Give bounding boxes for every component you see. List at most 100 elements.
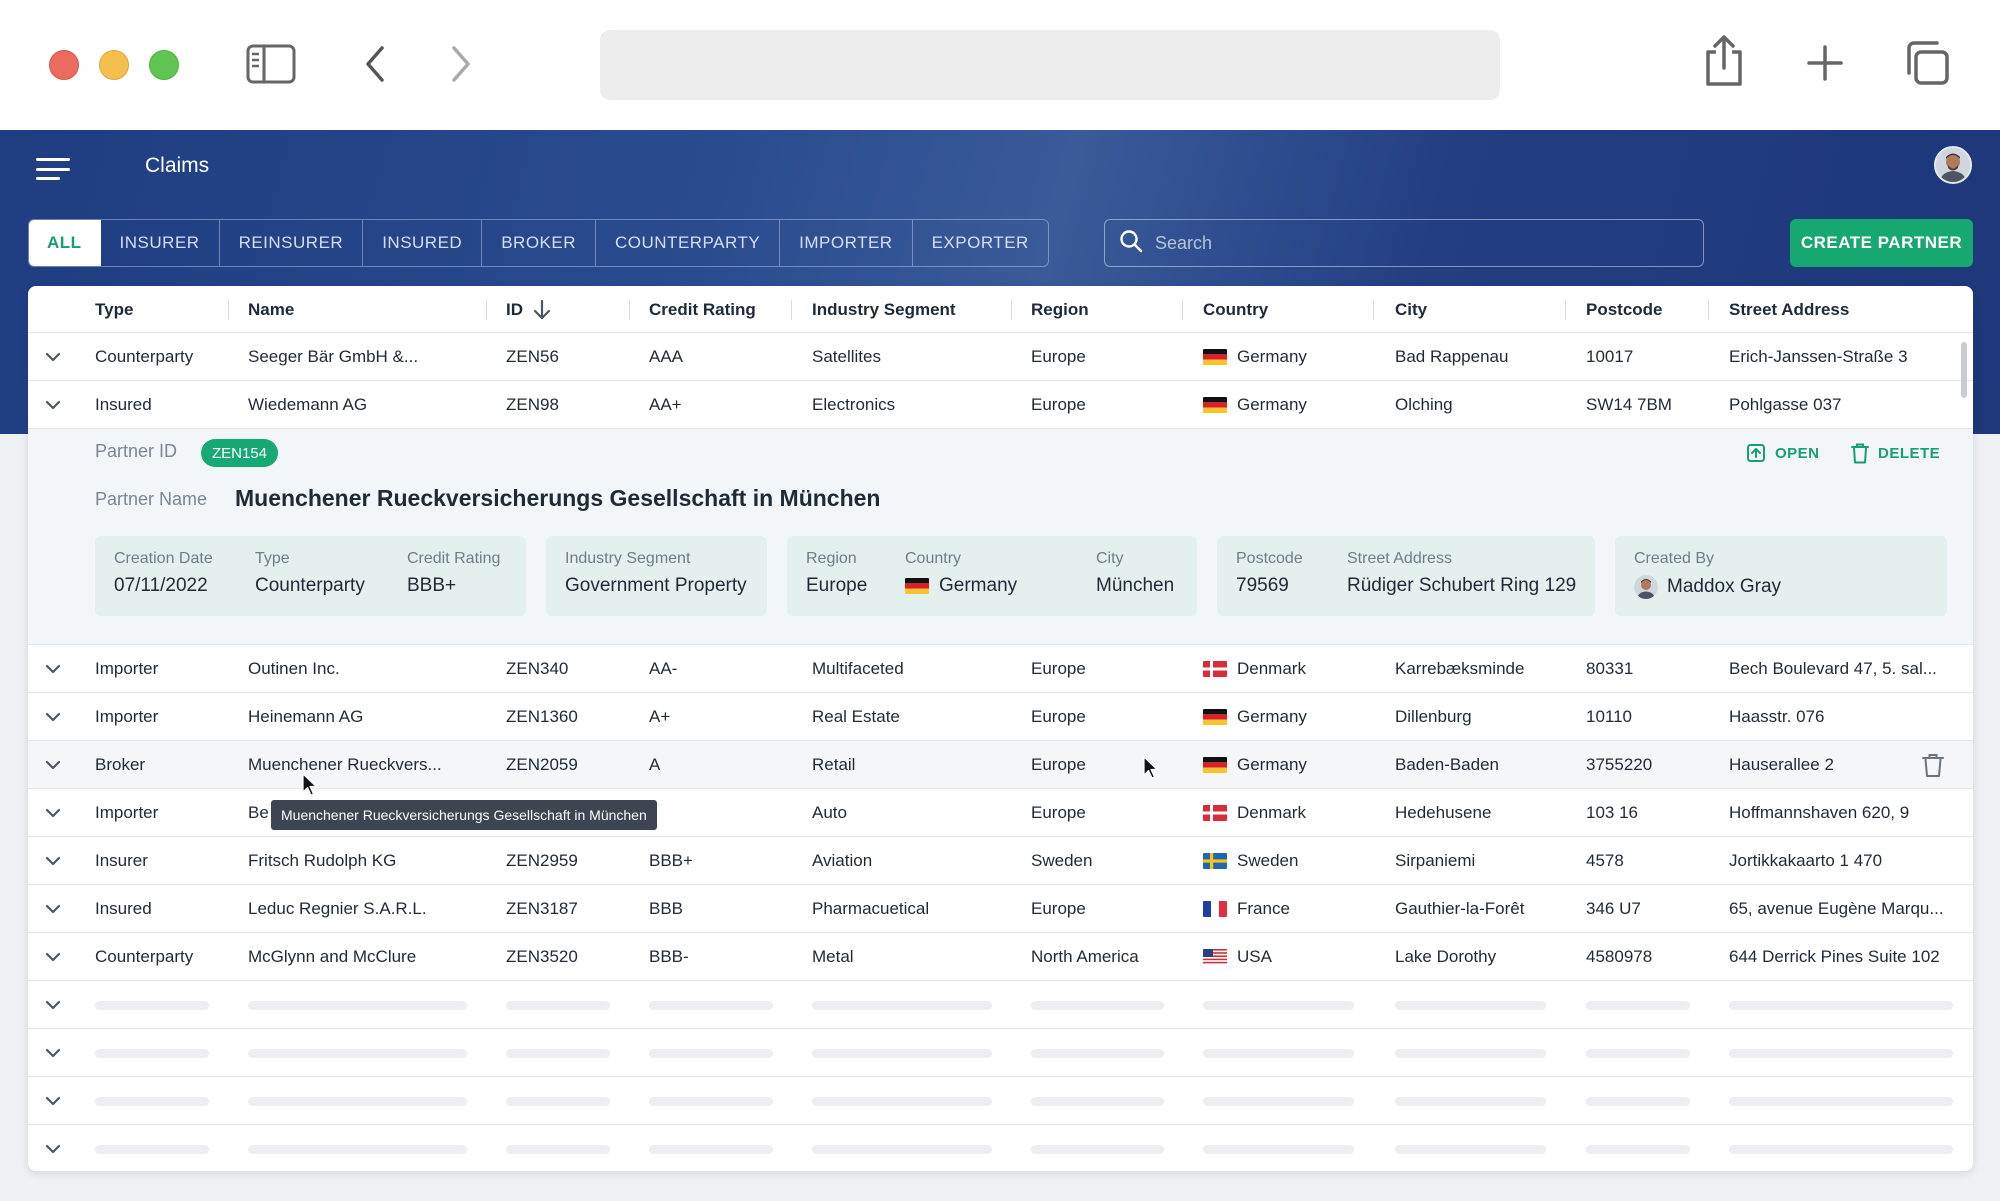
tab-all[interactable]: ALL bbox=[29, 220, 101, 266]
tab-insured[interactable]: INSURED bbox=[363, 220, 483, 266]
column-header-postcode[interactable]: Postcode bbox=[1586, 299, 1663, 319]
column-header-city[interactable]: City bbox=[1395, 299, 1428, 319]
tab-insurer[interactable]: INSURER bbox=[101, 220, 220, 266]
skeleton-bar bbox=[1586, 1049, 1690, 1058]
column-header-region[interactable]: Region bbox=[1031, 299, 1089, 319]
column-divider bbox=[1182, 300, 1183, 320]
cell-name: Muenchener Rueckvers... bbox=[248, 754, 442, 774]
sort-descending-icon[interactable] bbox=[532, 299, 552, 321]
open-partner-button[interactable]: OPEN bbox=[1746, 441, 1820, 465]
table-row[interactable]: Importer Heinemann AG ZEN1360 A+ Real Es… bbox=[28, 693, 1973, 741]
cell-type: Insurer bbox=[95, 850, 148, 870]
hamburger-menu-icon[interactable] bbox=[36, 152, 70, 186]
cell-postcode: 4580978 bbox=[1586, 946, 1653, 966]
column-header-industry-segment[interactable]: Industry Segment bbox=[812, 299, 956, 319]
skeleton-bar bbox=[506, 1049, 610, 1058]
column-divider bbox=[1373, 300, 1374, 320]
column-header-country[interactable]: Country bbox=[1203, 299, 1269, 319]
chevron-down-icon[interactable] bbox=[40, 752, 66, 778]
cell-credit-rating: BBB+ bbox=[649, 850, 693, 870]
tab-exporter[interactable]: EXPORTER bbox=[931, 233, 1029, 252]
column-header-name[interactable]: Name bbox=[248, 299, 295, 319]
table-row[interactable]: Insured Wiedemann AG ZEN98 AA+ Electroni… bbox=[28, 381, 1973, 429]
table-row[interactable]: Insurer Fritsch Rudolph KG ZEN2959 BBB+ … bbox=[28, 837, 1973, 885]
close-window-button[interactable] bbox=[49, 50, 79, 80]
cell-name: Leduc Regnier S.A.R.L. bbox=[248, 898, 427, 918]
minimize-window-button[interactable] bbox=[99, 50, 129, 80]
table-row[interactable]: Importer Outinen Inc. ZEN340 AA- Multifa… bbox=[28, 645, 1973, 693]
cell-region: Europe bbox=[1031, 898, 1086, 918]
type-value: Counterparty bbox=[255, 575, 365, 596]
chevron-down-icon[interactable] bbox=[40, 704, 66, 730]
create-partner-button[interactable]: CREATE PARTNER bbox=[1790, 219, 1973, 267]
tab-importer[interactable]: IMPORTER bbox=[780, 220, 913, 266]
tab-reinsurer[interactable]: REINSURER bbox=[220, 220, 364, 266]
cell-industry-segment: Metal bbox=[812, 946, 854, 966]
maximize-window-button[interactable] bbox=[149, 50, 179, 80]
creation-date-label: Creation Date bbox=[114, 550, 213, 567]
forward-icon[interactable] bbox=[446, 44, 476, 84]
tab-counterparty[interactable]: COUNTERPARTY bbox=[596, 220, 781, 266]
table-row[interactable]: Insured Leduc Regnier S.A.R.L. ZEN3187 B… bbox=[28, 885, 1973, 933]
column-header-id[interactable]: ID bbox=[506, 286, 552, 333]
column-header-id-label: ID bbox=[506, 299, 523, 319]
delete-partner-button[interactable]: DELETE bbox=[1851, 441, 1940, 465]
column-divider bbox=[629, 300, 630, 320]
partner-name: Muenchener Rueckversicherungs Gesellscha… bbox=[235, 485, 881, 511]
chevron-down-icon[interactable] bbox=[40, 1088, 66, 1114]
chevron-down-icon[interactable] bbox=[40, 992, 66, 1018]
chevron-down-icon[interactable] bbox=[40, 944, 66, 970]
new-tab-icon[interactable] bbox=[1806, 44, 1844, 82]
skeleton-bar bbox=[1203, 1049, 1354, 1058]
created-by-value: Maddox Gray bbox=[1634, 575, 1781, 599]
table-row[interactable]: Broker Muenchener Rueckvers... ZEN2059 A… bbox=[28, 741, 1973, 789]
cell-credit-rating: BBB bbox=[649, 898, 684, 918]
column-header-credit-rating[interactable]: Credit Rating bbox=[649, 299, 756, 319]
cell-street-address: Jortikkakaarto 1 470 bbox=[1729, 850, 1883, 870]
chevron-down-icon[interactable] bbox=[40, 800, 66, 826]
column-header-type[interactable]: Type bbox=[95, 299, 134, 319]
street-address-label: Street Address bbox=[1347, 550, 1452, 567]
page-title: Claims bbox=[145, 154, 210, 177]
column-header-street-address[interactable]: Street Address bbox=[1729, 299, 1850, 319]
skeleton-bar bbox=[1395, 1145, 1546, 1154]
table-scrollbar[interactable] bbox=[1961, 342, 1967, 398]
cell-name: Wiedemann AG bbox=[248, 394, 368, 414]
delete-row-icon[interactable] bbox=[1920, 752, 1946, 778]
cell-industry-segment: Satellites bbox=[812, 346, 881, 366]
open-icon bbox=[1747, 444, 1765, 462]
cell-postcode: 103 16 bbox=[1586, 802, 1638, 822]
chevron-down-icon[interactable] bbox=[40, 848, 66, 874]
table-row[interactable]: Counterparty Seeger Bär GmbH &... ZEN56 … bbox=[28, 333, 1973, 381]
search-input[interactable] bbox=[1155, 232, 1695, 254]
skeleton-bar bbox=[1586, 1145, 1690, 1154]
chevron-down-icon[interactable] bbox=[40, 896, 66, 922]
share-icon[interactable] bbox=[1702, 34, 1746, 88]
column-divider bbox=[1565, 300, 1566, 320]
cell-type: Counterparty bbox=[95, 346, 194, 366]
cell-region: Europe bbox=[1031, 394, 1086, 414]
skeleton-bar bbox=[1729, 1049, 1953, 1058]
chevron-down-icon[interactable] bbox=[40, 1040, 66, 1066]
table-row[interactable]: Counterparty McGlynn and McClure ZEN3520… bbox=[28, 933, 1973, 981]
cell-country: USA bbox=[1203, 933, 1272, 980]
cell-type: Insured bbox=[95, 898, 152, 918]
chevron-down-icon[interactable] bbox=[40, 392, 66, 418]
usa-flag-icon bbox=[1203, 948, 1227, 965]
tab-overview-icon[interactable] bbox=[1904, 40, 1950, 86]
column-divider bbox=[486, 300, 487, 320]
back-icon[interactable] bbox=[360, 44, 390, 84]
country-value: Germany bbox=[905, 575, 1017, 597]
tab-broker[interactable]: BROKER bbox=[482, 220, 596, 266]
sidebar-toggle-icon[interactable] bbox=[246, 44, 296, 84]
chevron-down-icon[interactable] bbox=[40, 344, 66, 370]
user-avatar[interactable] bbox=[1934, 146, 1972, 184]
cell-industry-segment: Real Estate bbox=[812, 706, 900, 726]
cell-postcode: 3755220 bbox=[1586, 754, 1653, 774]
address-bar[interactable] bbox=[600, 30, 1500, 100]
cell-industry-segment: Electronics bbox=[812, 394, 896, 414]
skeleton-bar bbox=[812, 1145, 992, 1154]
chevron-down-icon[interactable] bbox=[40, 1136, 66, 1162]
chevron-down-icon[interactable] bbox=[40, 656, 66, 682]
table-row[interactable]: Importer Be Auto Europe Denmark Hedehuse… bbox=[28, 789, 1973, 837]
